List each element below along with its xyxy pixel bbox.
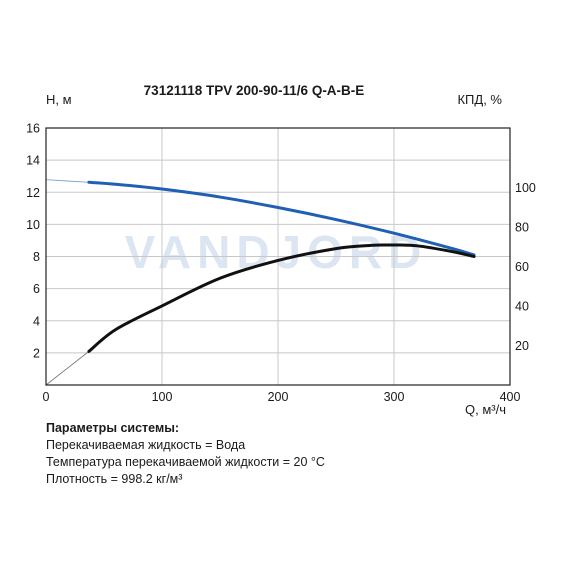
system-parameters: Параметры системы: Перекачиваемая жидкос…	[46, 420, 325, 488]
pump-curve-chart: VANDJORD 0 100 200 300 400 2 4 6 8 10 12 14 16 20 40 60…	[26, 83, 536, 417]
y-left-tick-label: 12	[26, 186, 40, 200]
efficiency-curve-extrapolation	[45, 351, 90, 386]
y-left-tick-label: 14	[26, 154, 40, 168]
head-curve-extrapolation	[45, 179, 89, 183]
y-right-tick-label: 80	[515, 220, 529, 234]
y-left-tick-label: 6	[33, 282, 40, 296]
curves	[45, 179, 476, 386]
param-fluid: Перекачиваемая жидкость = Вода	[46, 438, 246, 452]
y-right-tick-label: 100	[515, 181, 536, 195]
tick-labels: 0 100 200 300 400 2 4 6 8 10 12 14 16 20 40 60 80 100	[26, 122, 536, 405]
x-tick-label: 400	[500, 390, 521, 404]
y-left-tick-label: 10	[26, 218, 40, 232]
x-tick-label: 300	[384, 390, 405, 404]
x-axis-label: Q, м³/ч	[465, 402, 506, 417]
params-title: Параметры системы:	[46, 421, 180, 435]
param-temperature: Температура перекачиваемой жидкости = 20…	[46, 455, 325, 469]
y-right-tick-label: 40	[515, 299, 529, 313]
head-curve	[87, 180, 476, 257]
y-axis-right-label: КПД, %	[457, 92, 502, 107]
y-left-tick-label: 16	[26, 122, 40, 136]
chart-title: 73121118 TPV 200-90-11/6 Q-A-B-E	[144, 83, 365, 98]
efficiency-curve	[87, 243, 476, 353]
y-left-tick-label: 2	[33, 346, 40, 360]
y-right-tick-label: 60	[515, 260, 529, 274]
param-density: Плотность = 998.2 кг/м³	[46, 472, 183, 486]
plot-frame	[45, 127, 511, 386]
y-left-tick-label: 4	[33, 314, 40, 328]
grid	[46, 128, 510, 385]
y-left-tick-label: 8	[33, 250, 40, 264]
x-tick-label: 0	[43, 390, 50, 404]
x-tick-label: 200	[268, 390, 289, 404]
watermark: VANDJORD	[125, 226, 428, 278]
y-right-tick-label: 20	[515, 339, 529, 353]
x-tick-label: 100	[152, 390, 173, 404]
y-axis-left-label: H, м	[46, 92, 72, 107]
